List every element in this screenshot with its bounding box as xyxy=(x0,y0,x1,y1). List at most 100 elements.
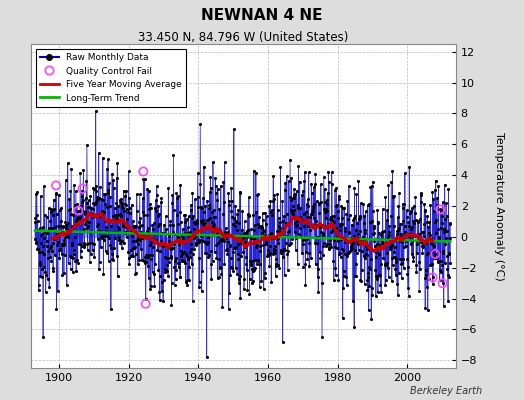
Point xyxy=(399,265,408,271)
Point xyxy=(179,226,187,232)
Point xyxy=(167,254,175,261)
Point xyxy=(32,239,40,246)
Point xyxy=(327,244,335,250)
Point xyxy=(137,232,146,238)
Point xyxy=(439,250,447,256)
Point xyxy=(395,190,403,196)
Point xyxy=(183,282,191,288)
Point xyxy=(346,248,355,255)
Point xyxy=(368,285,376,291)
Point xyxy=(95,266,103,272)
Point xyxy=(156,248,165,254)
Point xyxy=(244,233,253,239)
Point xyxy=(279,218,288,224)
Point xyxy=(342,252,351,259)
Point xyxy=(212,242,220,248)
Point xyxy=(152,238,160,245)
Point xyxy=(338,246,346,252)
Point xyxy=(190,226,199,233)
Point xyxy=(259,227,267,234)
Point xyxy=(31,218,39,225)
Point xyxy=(141,260,149,266)
Point xyxy=(384,234,392,240)
Point xyxy=(248,278,257,284)
Point xyxy=(216,264,224,271)
Point xyxy=(166,222,174,228)
Point xyxy=(122,206,130,212)
Point xyxy=(291,190,299,197)
Point xyxy=(290,229,299,235)
Text: NEWNAN 4 NE: NEWNAN 4 NE xyxy=(201,8,323,23)
Point xyxy=(133,208,141,215)
Point xyxy=(143,211,151,218)
Point xyxy=(441,240,450,247)
Point xyxy=(146,201,154,208)
Point xyxy=(39,251,48,258)
Point xyxy=(92,183,100,190)
Point xyxy=(151,231,159,237)
Point xyxy=(96,244,105,250)
Point xyxy=(75,213,84,220)
Point xyxy=(126,228,135,234)
Point xyxy=(118,201,127,208)
Point xyxy=(189,234,198,241)
Point xyxy=(33,246,41,252)
Point xyxy=(417,192,425,198)
Point xyxy=(269,172,277,179)
Point xyxy=(428,241,436,247)
Point xyxy=(305,222,314,228)
Point xyxy=(302,201,311,207)
Point xyxy=(81,221,89,227)
Point xyxy=(198,288,206,294)
Point xyxy=(176,182,184,188)
Point xyxy=(211,214,219,220)
Point xyxy=(48,239,57,246)
Point xyxy=(34,218,42,224)
Point xyxy=(145,188,153,194)
Point xyxy=(125,260,133,267)
Point xyxy=(269,246,278,253)
Point xyxy=(129,223,138,230)
Point xyxy=(42,214,51,220)
Point xyxy=(444,298,452,304)
Point xyxy=(102,233,111,239)
Point xyxy=(107,306,115,312)
Point xyxy=(396,256,404,262)
Point xyxy=(256,261,264,267)
Point xyxy=(148,238,156,244)
Point xyxy=(301,282,310,288)
Point xyxy=(217,236,225,242)
Point xyxy=(361,227,369,233)
Point xyxy=(311,181,319,187)
Point xyxy=(401,170,409,176)
Point xyxy=(421,208,430,214)
Point xyxy=(296,178,304,185)
Point xyxy=(344,249,353,256)
Point xyxy=(70,182,78,188)
Point xyxy=(287,207,296,214)
Point xyxy=(226,254,235,261)
Point xyxy=(417,199,425,205)
Point xyxy=(392,237,400,243)
Point xyxy=(341,239,350,246)
Point xyxy=(161,213,170,220)
Point xyxy=(97,234,106,241)
Point xyxy=(121,230,129,236)
Point xyxy=(178,250,186,257)
Point xyxy=(333,245,341,251)
Point xyxy=(197,233,205,239)
Point xyxy=(412,269,420,275)
Point xyxy=(283,233,291,240)
Point xyxy=(270,192,279,198)
Point xyxy=(361,255,369,261)
Point xyxy=(403,270,412,277)
Point xyxy=(123,216,132,222)
Point xyxy=(303,236,311,242)
Point xyxy=(394,202,402,209)
Point xyxy=(52,182,60,189)
Point xyxy=(380,242,388,248)
Point xyxy=(188,189,196,196)
Point xyxy=(355,216,364,222)
Point xyxy=(203,217,211,224)
Point xyxy=(377,232,386,238)
